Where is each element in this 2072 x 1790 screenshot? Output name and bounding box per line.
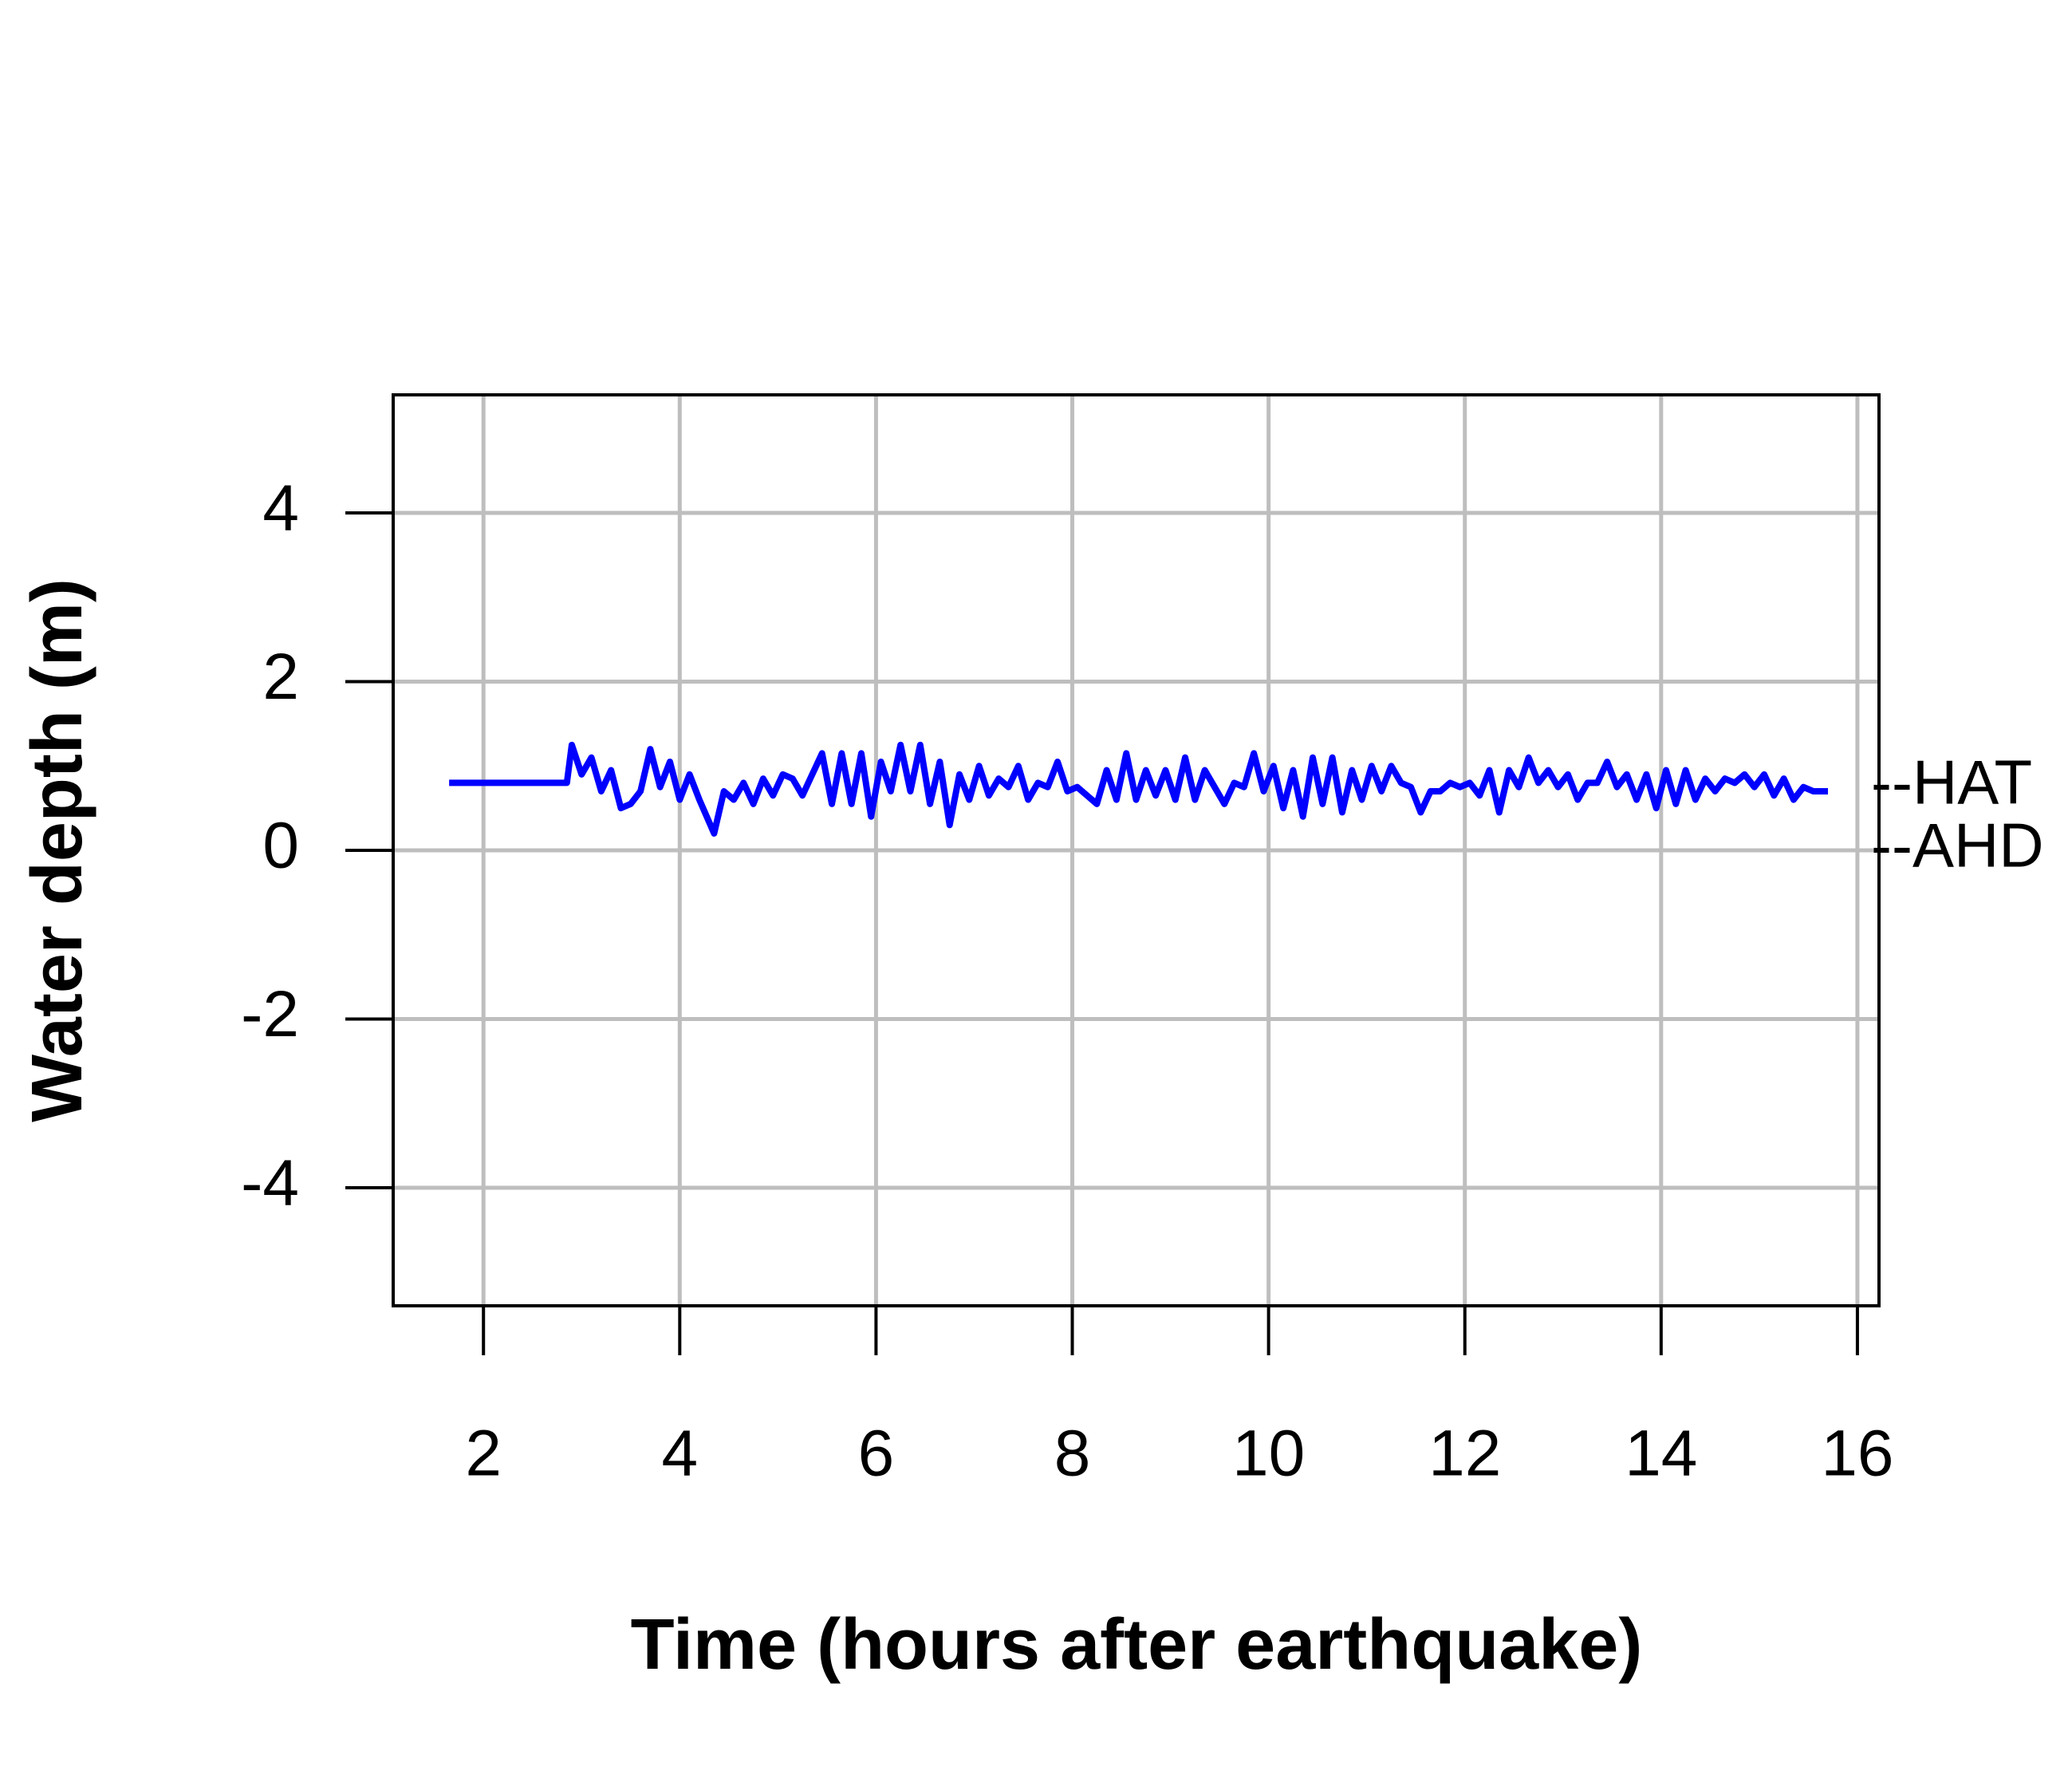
y-tick-label: -2	[241, 978, 299, 1051]
y-tick-label: -4	[241, 1147, 299, 1220]
x-axis-label: Time (hours after earthquake)	[631, 1605, 1643, 1685]
data-line	[449, 741, 1829, 837]
y-axis-label: Water depth (m)	[18, 578, 97, 1122]
x-tick-label: 2	[465, 1417, 502, 1490]
x-tick-label: 10	[1232, 1417, 1305, 1490]
y-tick-label: 4	[262, 472, 299, 545]
x-tick-label: 4	[662, 1417, 699, 1490]
x-tick-label: 12	[1428, 1417, 1501, 1490]
x-tick-label: 14	[1625, 1417, 1697, 1490]
annotation: --AHD	[1871, 810, 2044, 881]
y-tick-label: 0	[262, 810, 299, 882]
y-tick-label: 2	[262, 641, 299, 713]
plot-frame	[392, 393, 1881, 1307]
x-tick-label: 6	[858, 1417, 895, 1490]
annotation: --HAT	[1871, 747, 2032, 817]
x-tick-label: 8	[1054, 1417, 1091, 1490]
x-tick-label: 16	[1821, 1417, 1893, 1490]
